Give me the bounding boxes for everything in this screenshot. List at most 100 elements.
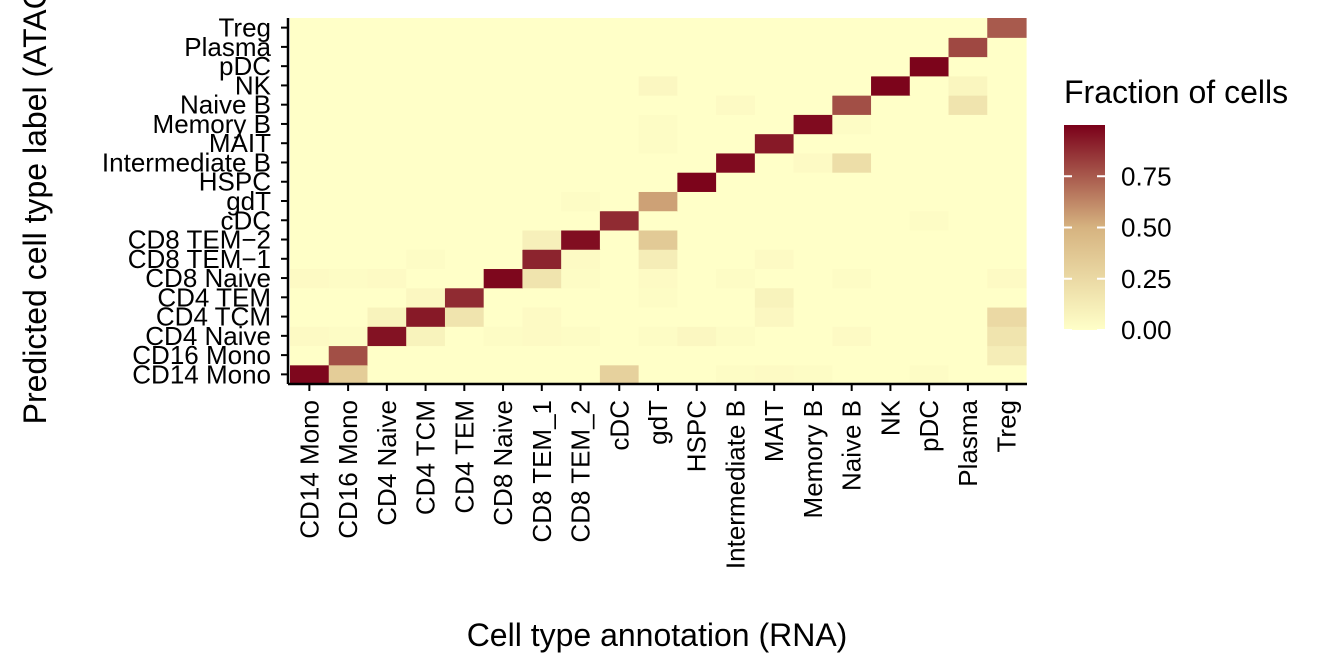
heatmap-cell [561, 37, 601, 58]
heatmap-cell [909, 326, 950, 347]
heatmap-cell [987, 249, 1027, 270]
heatmap-cell [328, 133, 369, 154]
heatmap-cell [444, 172, 485, 192]
heatmap-cell [871, 18, 911, 38]
heatmap-cell [483, 287, 524, 308]
heatmap-cell [328, 95, 369, 115]
heatmap-cell [754, 18, 795, 38]
heatmap-cell [367, 133, 407, 154]
heatmap-cell [444, 114, 485, 135]
heatmap-cell [793, 37, 833, 58]
y-tick-label: CD8 TEM−2 [128, 225, 271, 255]
heatmap-cell [987, 229, 1027, 250]
heatmap-cell [793, 268, 833, 289]
heatmap-cell [599, 249, 640, 270]
heatmap-cell [522, 210, 562, 231]
heatmap-cell [522, 191, 562, 212]
heatmap-cell [290, 210, 330, 231]
heatmap-cell [406, 249, 446, 270]
legend-ticks: 0.00 0.25 0.50 0.75 [1064, 161, 1172, 345]
heatmap-cell [716, 133, 756, 154]
heatmap-cell [832, 172, 872, 192]
heatmap-cell [367, 18, 407, 38]
heatmap-cell [793, 306, 833, 327]
y-tick-label: cDC [220, 205, 271, 235]
legend-title: Fraction of cells [1064, 74, 1288, 110]
heatmap-cell [328, 172, 369, 192]
y-tick-label: NK [235, 70, 272, 100]
heatmap-cell [909, 133, 950, 154]
x-tick-label: NK [875, 399, 905, 436]
heatmap-cell [638, 133, 678, 154]
heatmap-cell [367, 306, 407, 327]
heatmap-cell [793, 345, 833, 366]
heatmap-cell [948, 210, 988, 231]
heatmap-cell [832, 306, 872, 327]
heatmap-cell [793, 75, 833, 96]
heatmap-cell [483, 345, 524, 366]
heatmap-cell [716, 95, 756, 115]
heatmap-cell [677, 172, 717, 192]
x-tick-label: CD16 Mono [333, 400, 363, 539]
heatmap-cell [406, 268, 446, 289]
heatmap-cell [367, 268, 407, 289]
heatmap-cell [754, 345, 795, 366]
heatmap-cell [406, 75, 446, 96]
heatmap-cell [716, 249, 756, 270]
heatmap-cell [290, 172, 330, 192]
heatmap-cell [677, 249, 717, 270]
heatmap-cell [832, 56, 872, 77]
heatmap-cell [909, 152, 950, 173]
heatmap-cell [638, 345, 678, 366]
heatmap-cell [948, 229, 988, 250]
heatmap-cell [677, 326, 717, 347]
heatmap-cell [716, 75, 756, 96]
heatmap-cell [638, 172, 678, 192]
heatmap-cell [406, 306, 446, 327]
heatmap-cell [522, 18, 562, 38]
heatmap-cell [948, 18, 988, 38]
heatmap-cell [987, 345, 1027, 366]
heatmap-cell [948, 56, 988, 77]
heatmap-cell [677, 306, 717, 327]
heatmap-cell [871, 133, 911, 154]
heatmap-cell [290, 37, 330, 58]
heatmap-cell [716, 210, 756, 231]
heatmap-cell [793, 114, 833, 135]
heatmap-cell [599, 172, 640, 192]
heatmap-cell [871, 75, 911, 96]
heatmap-cell [328, 364, 369, 385]
heatmap-cell [444, 326, 485, 347]
heatmap-cell [406, 345, 446, 366]
heatmap-cell [909, 75, 950, 96]
heatmap-cell [871, 114, 911, 135]
heatmap-cell [367, 56, 407, 77]
heatmap-cell [871, 37, 911, 58]
heatmap-cell [909, 229, 950, 250]
heatmap-cell [754, 210, 795, 231]
heatmap-cell [561, 114, 601, 135]
heatmap-cell [367, 191, 407, 212]
heatmap-cell [522, 37, 562, 58]
heatmap-cell [754, 152, 795, 173]
heatmap-cell [290, 18, 330, 38]
heatmap-cell [290, 191, 330, 212]
heatmap-cell [871, 306, 911, 327]
heatmap-cell [290, 95, 330, 115]
y-tick-label: CD4 TEM [157, 282, 271, 312]
legend-tick-label: 0.25 [1121, 264, 1172, 294]
heatmap-cell [522, 152, 562, 173]
heatmap-cell [793, 95, 833, 115]
heatmap-cell [948, 364, 988, 385]
heatmap-cell [290, 75, 330, 96]
heatmap-cell [483, 326, 524, 347]
heatmap-cell [754, 95, 795, 115]
heatmap-cell [677, 191, 717, 212]
x-tick-label: CD14 Mono [294, 400, 324, 539]
heatmap-cell [677, 152, 717, 173]
heatmap-cell [754, 287, 795, 308]
legend-tick-label: 0.00 [1121, 315, 1172, 345]
heatmap-cell [871, 229, 911, 250]
x-tick-label: Intermediate B [721, 400, 751, 569]
heatmap-cell [290, 152, 330, 173]
